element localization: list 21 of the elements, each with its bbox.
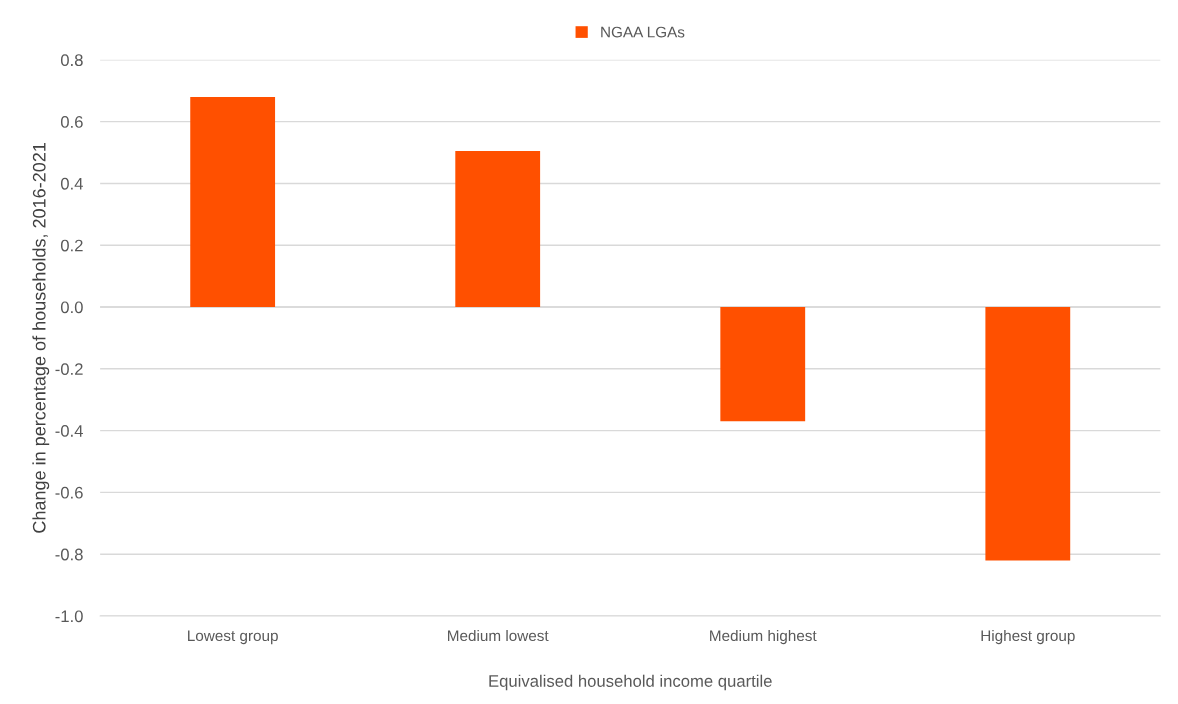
bar [985, 307, 1071, 561]
bar [720, 307, 806, 422]
y-tick-label: -0.2 [55, 363, 83, 376]
y-tick-label: -0.6 [55, 486, 83, 499]
y-tick-label: -1.0 [55, 610, 83, 623]
y-tick-label: 0.8 [60, 54, 83, 67]
x-tick-label: Lowest group [188, 630, 278, 645]
y-tick-label: -0.8 [55, 548, 83, 561]
y-tick-label: 0.4 [60, 177, 83, 190]
x-tick-label: Highest group [981, 629, 1075, 645]
x-tick-label: Medium highest [710, 629, 817, 645]
x-axis-title: Equivalised household income quartile [489, 674, 772, 691]
y-tick-label: 0.0 [60, 301, 83, 314]
bar [190, 96, 276, 308]
y-tick-label: -0.4 [55, 425, 83, 437]
y-tick-label: 0.2 [60, 239, 83, 252]
x-tick-label: Medium lowest [448, 629, 549, 642]
legend-label: NGAA LGAs [601, 26, 685, 38]
bar [455, 150, 541, 308]
y-axis-title: Change in percentage of households, 2016-2021 [32, 143, 50, 533]
y-tick-label: 0.6 [60, 116, 83, 128]
